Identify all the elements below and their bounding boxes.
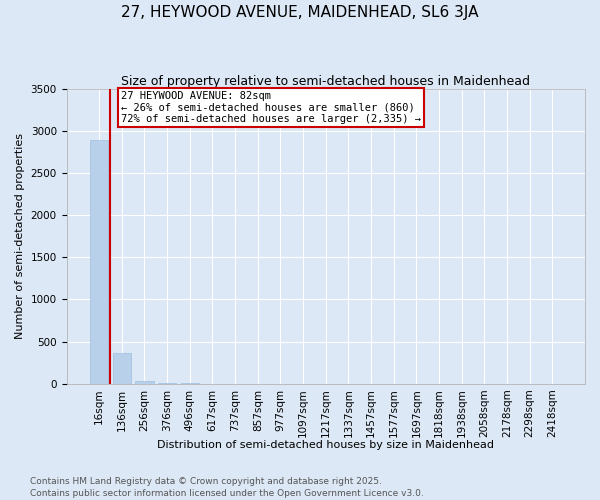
Text: Contains HM Land Registry data © Crown copyright and database right 2025.
Contai: Contains HM Land Registry data © Crown c… xyxy=(30,476,424,498)
Bar xyxy=(136,381,154,384)
Bar xyxy=(113,354,131,384)
Title: Size of property relative to semi-detached houses in Maidenhead: Size of property relative to semi-detach… xyxy=(121,75,530,88)
X-axis label: Distribution of semi-detached houses by size in Maidenhead: Distribution of semi-detached houses by … xyxy=(157,440,494,450)
Y-axis label: Number of semi-detached properties: Number of semi-detached properties xyxy=(15,134,25,340)
Text: 27 HEYWOOD AVENUE: 82sqm
← 26% of semi-detached houses are smaller (860)
72% of : 27 HEYWOOD AVENUE: 82sqm ← 26% of semi-d… xyxy=(121,91,421,124)
Text: 27, HEYWOOD AVENUE, MAIDENHEAD, SL6 3JA: 27, HEYWOOD AVENUE, MAIDENHEAD, SL6 3JA xyxy=(121,5,479,20)
Bar xyxy=(90,140,108,384)
